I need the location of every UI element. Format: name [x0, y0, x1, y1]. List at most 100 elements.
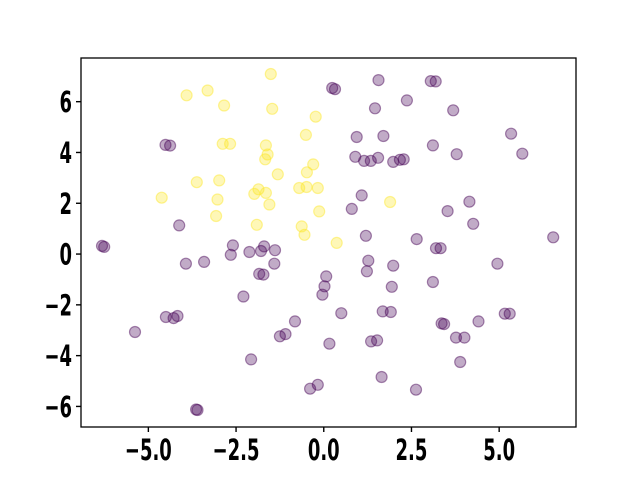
y-tick-label: −4 — [44, 340, 72, 374]
plot-border — [80, 57, 577, 428]
data-point-cluster-purple — [376, 305, 389, 318]
data-point-cluster-purple — [397, 153, 410, 166]
data-point-cluster-yellow — [307, 158, 320, 171]
data-point-cluster-purple — [547, 231, 560, 244]
data-point-cluster-yellow — [259, 186, 272, 199]
data-point-cluster-yellow — [248, 187, 261, 200]
data-point-cluster-purple — [410, 233, 423, 246]
data-point-cluster-purple — [371, 334, 384, 347]
data-point-cluster-purple — [226, 239, 239, 252]
data-point-cluster-purple — [254, 244, 268, 258]
data-point-cluster-yellow — [213, 174, 226, 187]
y-tick-label: 0 — [59, 238, 72, 272]
data-point-cluster-yellow — [300, 166, 313, 179]
data-point-cluster-purple — [441, 205, 454, 218]
data-point-cluster-purple — [387, 155, 400, 168]
data-point-cluster-yellow — [311, 181, 324, 195]
data-point-cluster-purple — [318, 280, 331, 293]
data-point-cluster-purple — [350, 130, 363, 144]
data-point-cluster-purple — [316, 288, 329, 301]
data-point-cluster-purple — [179, 257, 192, 270]
data-point-cluster-purple — [243, 245, 256, 259]
data-point-cluster-purple — [467, 217, 480, 230]
data-point-cluster-purple — [434, 242, 447, 255]
data-point-cluster-yellow — [201, 84, 214, 97]
data-point-cluster-purple — [224, 248, 237, 261]
data-point-cluster-yellow — [259, 139, 272, 152]
data-point-cluster-purple — [454, 355, 467, 369]
data-point-cluster-purple — [311, 378, 324, 391]
data-point-cluster-purple — [491, 257, 504, 270]
data-point-cluster-purple — [95, 239, 109, 252]
data-point-cluster-purple — [288, 315, 302, 328]
data-point-cluster-yellow — [293, 181, 306, 195]
data-point-cluster-purple — [268, 244, 282, 257]
data-point-cluster-purple — [98, 240, 111, 253]
data-point-cluster-purple — [368, 102, 382, 115]
data-point-cluster-purple — [377, 129, 390, 143]
data-point-cluster-purple — [429, 75, 442, 88]
y-tick-label: −2 — [44, 289, 72, 323]
x-tick-label: 2.5 — [396, 434, 428, 468]
data-point-cluster-yellow — [300, 180, 313, 194]
data-point-cluster-yellow — [330, 236, 343, 249]
data-point-cluster-purple — [128, 325, 142, 339]
data-point-cluster-yellow — [155, 191, 168, 204]
data-point-cluster-yellow — [263, 198, 276, 211]
data-point-cluster-yellow — [211, 193, 224, 206]
data-point-cluster-purple — [365, 335, 378, 348]
data-point-cluster-purple — [516, 147, 529, 160]
data-point-cluster-yellow — [216, 137, 229, 150]
data-point-cluster-yellow — [224, 137, 237, 150]
data-point-cluster-purple — [472, 315, 485, 328]
data-point-cluster-purple — [237, 290, 250, 303]
data-point-cluster-yellow — [271, 168, 284, 181]
y-tick-label: 6 — [59, 86, 72, 120]
data-point-cluster-yellow — [252, 183, 265, 196]
data-point-cluster-purple — [355, 189, 368, 202]
data-point-cluster-purple — [400, 94, 413, 107]
data-point-cluster-purple — [364, 154, 377, 167]
data-point-cluster-purple — [323, 337, 336, 350]
data-point-cluster-purple — [372, 73, 385, 87]
data-point-cluster-purple — [426, 275, 439, 289]
data-point-cluster-purple — [458, 331, 471, 344]
data-point-cluster-purple — [253, 267, 266, 280]
data-point-cluster-purple — [358, 154, 371, 167]
data-point-cluster-purple — [326, 81, 339, 95]
data-point-cluster-purple — [328, 83, 342, 96]
data-point-cluster-purple — [268, 257, 281, 270]
data-point-cluster-purple — [426, 139, 439, 152]
data-point-cluster-purple — [198, 255, 211, 268]
data-point-cluster-purple — [349, 150, 362, 163]
data-point-cluster-purple — [435, 317, 448, 330]
data-point-cluster-purple — [258, 240, 271, 253]
data-point-cluster-purple — [320, 270, 333, 283]
data-point-cluster-purple — [245, 353, 258, 366]
data-point-cluster-purple — [191, 403, 204, 417]
data-point-cluster-yellow — [180, 89, 193, 102]
data-point-cluster-purple — [393, 153, 406, 166]
data-point-cluster-purple — [257, 268, 270, 281]
data-point-cluster-yellow — [264, 67, 277, 81]
data-point-cluster-yellow — [266, 102, 279, 115]
data-point-cluster-purple — [429, 242, 443, 255]
data-point-cluster-yellow — [210, 209, 223, 223]
data-point-cluster-purple — [424, 74, 437, 88]
data-point-cluster-purple — [449, 331, 463, 344]
data-point-cluster-purple — [463, 195, 476, 208]
y-tick-label: 4 — [59, 137, 72, 171]
data-point-cluster-purple — [387, 259, 400, 272]
data-point-cluster-purple — [375, 370, 388, 384]
data-point-cluster-purple — [447, 104, 460, 117]
data-point-cluster-purple — [505, 127, 518, 140]
x-tick-label: −5.0 — [125, 434, 172, 468]
data-point-cluster-purple — [384, 305, 397, 319]
data-point-cluster-yellow — [295, 220, 308, 233]
data-point-cluster-purple — [173, 219, 186, 232]
data-point-cluster-purple — [359, 229, 372, 242]
data-point-cluster-purple — [503, 307, 516, 320]
data-point-cluster-yellow — [250, 218, 263, 231]
data-point-cluster-yellow — [384, 195, 397, 209]
